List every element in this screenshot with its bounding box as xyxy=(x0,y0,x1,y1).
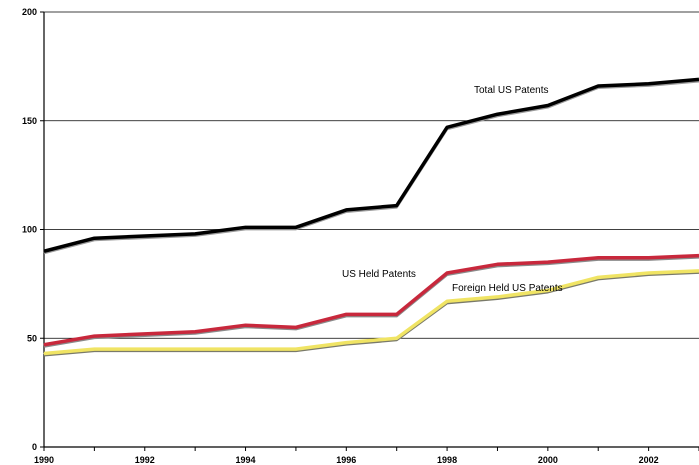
series-1-point-2001 xyxy=(597,257,599,259)
series-0-point-1999 xyxy=(496,113,498,115)
series-2-point-1992 xyxy=(144,348,146,350)
series-2-point-1995 xyxy=(295,348,297,350)
series-0-point-1990 xyxy=(43,250,45,252)
series-2-point-1997 xyxy=(396,337,398,339)
series-2-point-1999 xyxy=(496,296,498,298)
series-1-point-1995 xyxy=(295,326,297,328)
labels: 0 50 100 150 200 1990 1992 1994 1996 1998 2000 2002… xyxy=(22,7,659,465)
series-1-point-1991 xyxy=(93,335,95,337)
series-1-point-1994 xyxy=(245,324,247,326)
series-0-point-1992 xyxy=(144,235,146,237)
x-tick-label-2002: 2002 xyxy=(639,455,659,465)
y-tick-label-0: 0 xyxy=(32,442,37,452)
x-tick-label-1994: 1994 xyxy=(236,455,256,465)
series-1-point-2002 xyxy=(648,257,650,259)
series-0-point-1995 xyxy=(295,226,297,228)
series-1-point-1999 xyxy=(496,263,498,265)
series-1-point-1993 xyxy=(194,331,196,333)
x-tick-label-2000: 2000 xyxy=(538,455,558,465)
series-0-point-1998 xyxy=(446,126,448,128)
axes xyxy=(40,11,699,451)
series-1-point-1998 xyxy=(446,272,448,274)
series-2-point-1991 xyxy=(93,348,95,350)
series-label-0: Total US Patents xyxy=(474,85,548,96)
x-tick-label-1990: 1990 xyxy=(34,455,54,465)
series-1-point-1997 xyxy=(396,313,398,315)
series-label-1: US Held Patents xyxy=(342,269,416,280)
series-0-point-1994 xyxy=(245,226,247,228)
series-0-point-2000 xyxy=(547,105,549,107)
series-0-point-1991 xyxy=(93,237,95,239)
series-2-point-1998 xyxy=(446,300,448,302)
series-0-point-1996 xyxy=(345,209,347,211)
series-2-point-1994 xyxy=(245,348,247,350)
x-tick-label-1996: 1996 xyxy=(336,455,356,465)
series-1-point-2000 xyxy=(547,261,549,263)
x-tick-label-1992: 1992 xyxy=(135,455,155,465)
series-lines xyxy=(43,77,699,357)
series-1-point-1996 xyxy=(345,313,347,315)
y-tick-label-50: 50 xyxy=(27,333,37,343)
series-0-point-2001 xyxy=(597,85,599,87)
series-2-point-2001 xyxy=(597,276,599,278)
x-tick-label-1998: 1998 xyxy=(437,455,457,465)
gridlines xyxy=(44,11,699,339)
y-tick-label-200: 200 xyxy=(22,7,37,17)
series-label-2: Foreign Held US Patents xyxy=(452,283,563,294)
series-2-point-2002 xyxy=(648,272,650,274)
series-line-2 xyxy=(43,269,699,356)
series-line-0 xyxy=(43,77,699,253)
series-1-point-1992 xyxy=(144,333,146,335)
y-tick-label-150: 150 xyxy=(22,116,37,126)
series-2-point-2000 xyxy=(547,289,549,291)
series-1-point-1990 xyxy=(43,344,45,346)
series-0-point-1997 xyxy=(396,205,398,207)
series-0-point-2002 xyxy=(648,83,650,85)
series-2-point-1996 xyxy=(345,342,347,344)
series-2-point-1990 xyxy=(43,352,45,354)
series-shadow-1 xyxy=(43,256,699,348)
series-shadow-0 xyxy=(43,79,699,255)
y-tick-label-100: 100 xyxy=(22,225,37,235)
series-0-point-1993 xyxy=(194,233,196,235)
series-2-point-1993 xyxy=(194,348,196,350)
series-line-1 xyxy=(43,253,699,347)
